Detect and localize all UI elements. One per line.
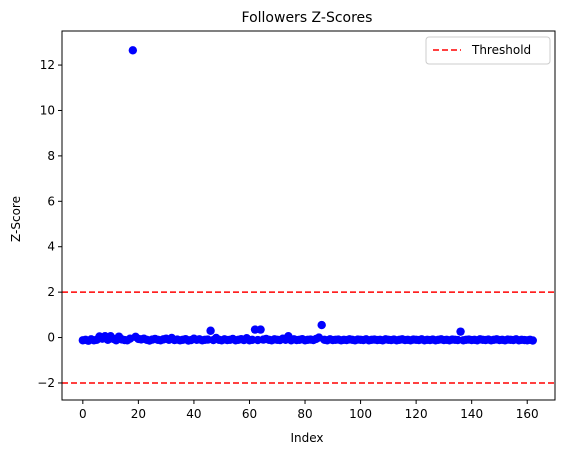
data-point	[129, 46, 137, 54]
data-point	[529, 336, 537, 344]
x-axis-label: Index	[290, 431, 323, 445]
legend-threshold-label: Threshold	[471, 43, 531, 57]
x-tick-label: 140	[460, 407, 483, 421]
chart-title: Followers Z-Scores	[242, 10, 373, 26]
x-tick-label: 120	[405, 407, 428, 421]
x-tick-label: 0	[79, 407, 87, 421]
data-point	[317, 321, 325, 329]
legend: Threshold	[426, 37, 550, 64]
plot-area	[62, 31, 555, 400]
plot-frame	[62, 31, 555, 400]
x-tick-label: 20	[131, 407, 146, 421]
data-point	[256, 325, 264, 333]
x-tick-label: 40	[186, 407, 201, 421]
y-tick-label: 10	[40, 103, 55, 117]
y-tick-label: 8	[47, 149, 55, 163]
y-axis: −2 0 2 4 6 8 10 12	[37, 58, 62, 390]
data-point	[206, 327, 214, 335]
y-tick-label: 4	[47, 240, 55, 254]
x-tick-label: 100	[349, 407, 372, 421]
y-tick-label: 12	[40, 58, 55, 72]
y-tick-label: 6	[47, 194, 55, 208]
x-tick-label: 160	[516, 407, 539, 421]
y-tick-label: 2	[47, 285, 55, 299]
data-point	[456, 327, 464, 335]
x-tick-label: 60	[242, 407, 257, 421]
y-tick-label: −2	[37, 376, 55, 390]
x-axis: 0 20 40 60 80 100 120 140 160	[79, 400, 539, 421]
y-axis-label: Z-Score	[9, 196, 23, 242]
y-tick-label: 0	[47, 331, 55, 345]
x-tick-label: 80	[297, 407, 312, 421]
